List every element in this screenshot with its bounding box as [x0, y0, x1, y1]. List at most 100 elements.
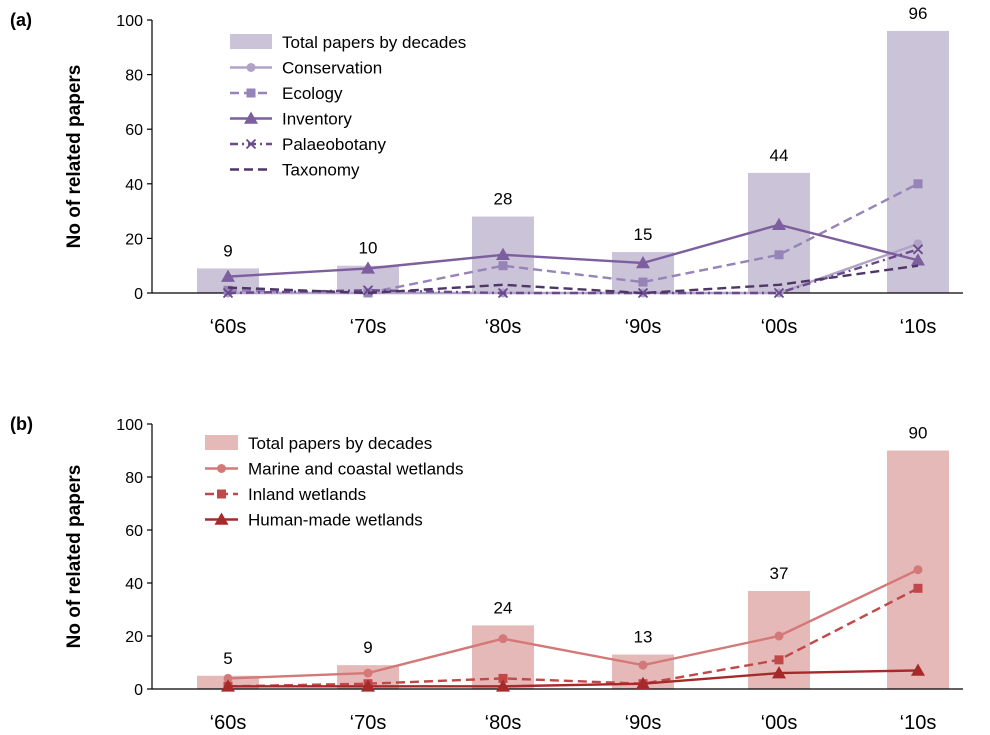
legend-marker — [246, 88, 256, 98]
point-3 — [637, 287, 649, 299]
legend-swatch — [205, 435, 238, 450]
legend-item-4: Palaeobotany — [230, 135, 386, 154]
x-tick-label-0: ‘60s — [210, 712, 247, 734]
x-tick-label-1: ‘70s — [350, 712, 387, 734]
series-line — [227, 182, 919, 295]
data-label-1: 10 — [359, 239, 378, 258]
point-4 — [773, 287, 785, 299]
y-tick-label-40: 40 — [125, 177, 143, 194]
legend-marker — [214, 512, 229, 525]
x-tick-label-2: ‘80s — [485, 712, 522, 734]
data-label-0: 9 — [223, 241, 232, 260]
legend-marker — [246, 63, 256, 72]
point-5 — [913, 179, 923, 189]
point-3 — [636, 676, 650, 689]
data-label-2: 28 — [494, 190, 513, 209]
y-tick-label-60: 60 — [125, 122, 143, 139]
legend-label: Palaeobotany — [282, 135, 386, 154]
series-line — [227, 248, 919, 295]
legend-item-1: Marine and coastal wetlands — [205, 460, 463, 479]
point-5 — [911, 663, 925, 676]
legend-label: Inventory — [282, 110, 352, 129]
y-axis-label: No of related papers — [64, 465, 85, 649]
legend-swatch — [230, 34, 272, 49]
point-5 — [913, 565, 923, 575]
x-tick-label-3: ‘90s — [625, 712, 662, 734]
point-2 — [497, 287, 509, 299]
legend-marker — [217, 464, 226, 473]
series-line — [228, 242, 919, 295]
data-label-5: 90 — [909, 424, 928, 443]
legend-item-1: Conservation — [230, 59, 382, 78]
point-5 — [912, 244, 924, 255]
legend-marker — [244, 111, 258, 124]
y-axis-label: No of related papers — [64, 65, 85, 249]
series-marine-and-coastal-wetlands — [223, 565, 923, 683]
point-0 — [223, 673, 233, 683]
legend-label: Conservation — [282, 59, 382, 78]
data-label-3: 15 — [634, 225, 653, 244]
x-tick-label-3: ‘90s — [625, 316, 662, 338]
series-line — [227, 223, 919, 278]
legend-label: Total papers by decades — [248, 434, 432, 453]
point-3 — [638, 660, 648, 670]
panel-label: (b) — [10, 414, 33, 434]
point-4 — [772, 217, 786, 230]
legend-item-2: Inland wetlands — [205, 485, 366, 504]
point-4 — [774, 250, 784, 260]
legend-label: Inland wetlands — [248, 485, 366, 504]
point-0 — [221, 679, 235, 692]
point-2 — [498, 261, 508, 271]
bar-4 — [748, 172, 810, 293]
legend-label: Human-made wetlands — [248, 511, 423, 530]
series-line — [227, 587, 919, 688]
data-label-3: 13 — [634, 628, 653, 647]
legend: Total papers by decades Conservation Ecolo… — [230, 33, 466, 180]
x-tick-label-4: ‘00s — [761, 712, 798, 734]
series-human-made-wetlands — [221, 663, 925, 692]
legend-marker — [217, 489, 226, 499]
point-2 — [496, 247, 510, 261]
x-tick-label-1: ‘70s — [350, 316, 387, 338]
y-tick-label-20: 20 — [125, 629, 143, 646]
point-1 — [361, 679, 375, 692]
point-2 — [498, 634, 508, 644]
point-0 — [221, 269, 235, 282]
point-4 — [772, 666, 786, 679]
legend-label: Total papers by decades — [282, 33, 466, 52]
legend: Total papers by decades Marine and coasta… — [205, 434, 463, 530]
legend-marker — [245, 138, 257, 150]
point-3 — [636, 255, 650, 269]
panel-label: (a) — [10, 10, 32, 30]
point-2 — [498, 673, 508, 683]
chart-panel-2: (b) No of related papers 0 20 40 60 80 100 ‘60s ‘… — [10, 414, 963, 734]
legend-item-0: Total papers by decades — [230, 33, 466, 52]
legend-label: Ecology — [282, 84, 343, 103]
x-tick-label-0: ‘60s — [210, 316, 247, 338]
data-label-0: 5 — [223, 649, 232, 668]
point-3 — [638, 277, 648, 287]
y-tick-label-20: 20 — [125, 231, 143, 248]
y-tick-label-100: 100 — [116, 13, 143, 30]
point-4 — [774, 655, 784, 665]
point-2 — [496, 679, 510, 692]
data-label-2: 24 — [494, 598, 513, 617]
data-label-5: 96 — [909, 4, 928, 23]
legend-label: Taxonomy — [282, 161, 360, 180]
legend-item-5: Taxonomy — [230, 161, 360, 180]
y-tick-label-100: 100 — [116, 417, 143, 434]
y-tick-label-80: 80 — [125, 470, 143, 487]
legend-item-2: Ecology — [230, 84, 343, 103]
x-tick-label-4: ‘00s — [761, 316, 798, 338]
x-tick-label-5: ‘10s — [900, 316, 937, 338]
point-1 — [361, 261, 375, 274]
point-1 — [363, 668, 373, 678]
y-tick-label-80: 80 — [125, 68, 143, 85]
series-taxonomy — [227, 264, 919, 295]
point-5 — [913, 583, 923, 593]
data-label-1: 9 — [363, 638, 372, 657]
point-0 — [223, 285, 233, 295]
series-line — [227, 568, 919, 680]
point-4 — [774, 631, 784, 641]
legend-item-0: Total papers by decades — [205, 434, 432, 453]
